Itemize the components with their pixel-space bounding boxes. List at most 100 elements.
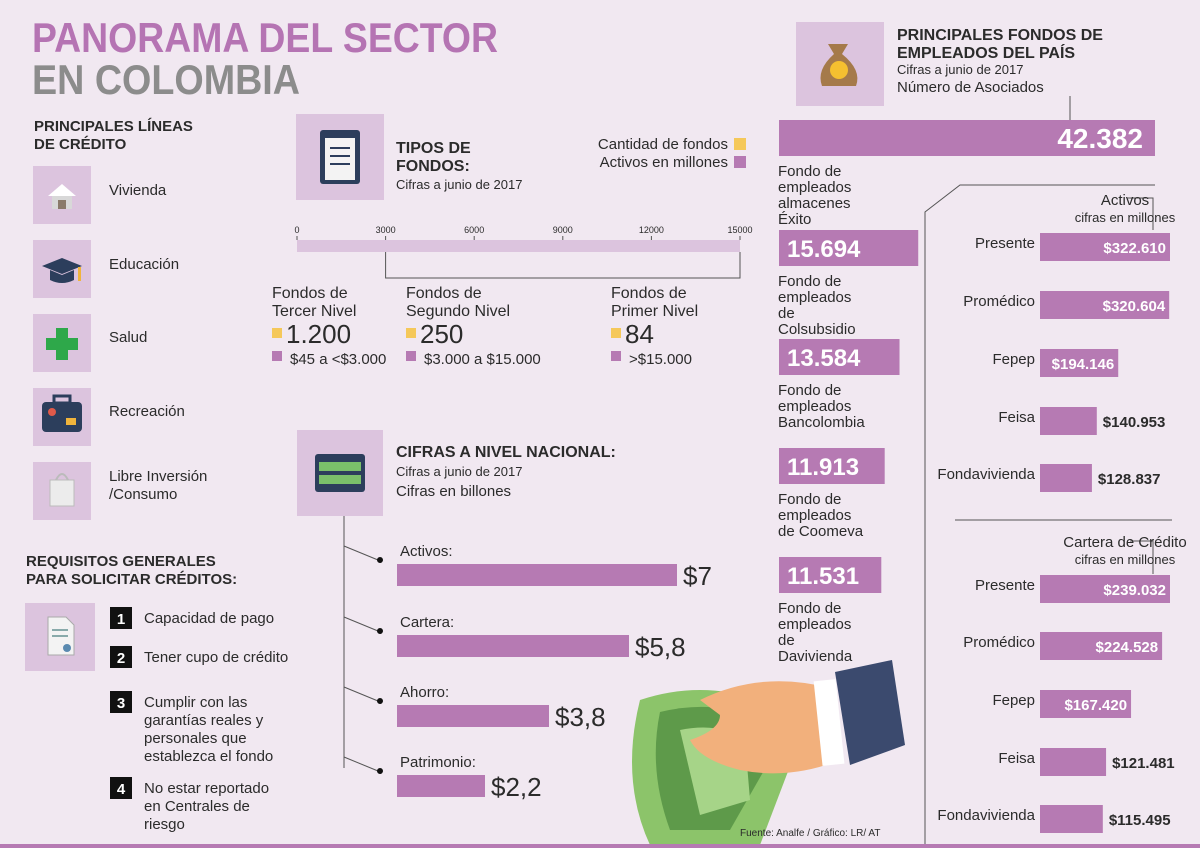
- credit-line-label: /Consumo: [109, 486, 177, 503]
- clipboard-icon: [325, 138, 355, 180]
- bar: [1040, 748, 1107, 776]
- subtitle: cifras en millones: [1075, 552, 1176, 567]
- row-label: Feisa: [998, 409, 1035, 426]
- section-title: FONDOS:: [396, 158, 470, 175]
- bar: [779, 339, 900, 375]
- number-box: [110, 777, 132, 799]
- connectors: [343, 96, 1172, 848]
- item-label: Patrimonio:: [400, 754, 476, 771]
- value-label: $320.604: [1103, 298, 1166, 315]
- credit-line-label: Salud: [109, 329, 147, 346]
- cuff: [813, 679, 845, 766]
- house-icon: [48, 184, 76, 196]
- section-title: PRINCIPALES LÍNEAS: [34, 118, 193, 135]
- bar: [1040, 632, 1163, 660]
- suitcase-icon: [48, 408, 56, 416]
- value-label: 42.382: [1057, 123, 1143, 154]
- count-swatch: [611, 328, 621, 338]
- x-tick-label: 6000: [464, 225, 484, 235]
- value-label: 13.584: [787, 345, 861, 372]
- suitcase-icon: [42, 402, 82, 432]
- source: Fuente: Analfe / Gráfico: LR/ AT: [740, 828, 880, 839]
- group-name: Fondos de: [406, 285, 482, 302]
- value-label: 11.913: [787, 454, 859, 481]
- fund-name: empleados: [778, 398, 851, 415]
- branch: [343, 545, 379, 561]
- cap-icon: [50, 270, 74, 283]
- x-tick-label: 3000: [376, 225, 396, 235]
- requirement-text: riesgo: [144, 816, 185, 833]
- connector: [1130, 540, 1154, 574]
- dot: [377, 628, 383, 634]
- subtitle: Cifras a junio de 2017: [396, 464, 522, 479]
- count: 1.200: [286, 319, 351, 349]
- requirement-text: No estar reportado: [144, 780, 269, 797]
- value-label: $115.495: [1109, 812, 1171, 829]
- branch: [343, 616, 379, 632]
- sleeve: [835, 660, 905, 765]
- icons: [25, 22, 884, 671]
- credit-line-label: Educación: [109, 256, 179, 273]
- range: >$15.000: [629, 351, 692, 368]
- group-name: Tercer Nivel: [272, 303, 356, 320]
- subtitle: cifras en millones: [1075, 210, 1176, 225]
- fund-name: de Coomeva: [778, 523, 864, 540]
- bar: [779, 120, 1155, 156]
- row-label: Presente: [975, 235, 1035, 252]
- group-name: Fondos de: [272, 285, 348, 302]
- fund-name: Fondo de: [778, 163, 841, 180]
- section-title: Cartera de Crédito: [1063, 534, 1186, 551]
- number: 3: [117, 695, 125, 712]
- bar: [779, 557, 882, 593]
- number-box: [110, 691, 132, 713]
- bar: [397, 705, 549, 727]
- value-label: $3,8: [555, 702, 606, 732]
- bar: [1040, 464, 1092, 492]
- x-tick-label: 0: [294, 225, 299, 235]
- requirement-text: establezca el fondo: [144, 748, 273, 765]
- document-icon: [63, 644, 71, 652]
- bar: [397, 564, 677, 586]
- cash-icon: [315, 454, 365, 492]
- requirement-text: Capacidad de pago: [144, 610, 274, 627]
- fund-name: empleados: [778, 179, 851, 196]
- bar: [1040, 690, 1132, 718]
- item-label: Activos:: [400, 543, 453, 560]
- item-label: Cartera:: [400, 614, 454, 631]
- cap-icon: [78, 267, 81, 281]
- credit-line-label: Vivienda: [109, 182, 167, 199]
- section-title: TIPOS DE: [396, 140, 471, 157]
- count: 84: [625, 319, 654, 349]
- x-tick-label: 15000: [727, 225, 752, 235]
- fund-name: de: [778, 632, 795, 649]
- fund-name: Fondo de: [778, 600, 841, 617]
- connector: [1128, 197, 1154, 230]
- fund-name: Fondo de: [778, 491, 841, 508]
- fund-name: Davivienda: [778, 648, 853, 665]
- requirement-text: personales que: [144, 730, 247, 747]
- divider: [924, 184, 1155, 848]
- bottom-border: [0, 844, 1200, 848]
- house-icon: [58, 200, 66, 209]
- fund-name: Fondo de: [778, 382, 841, 399]
- value-label: 15.694: [787, 236, 861, 263]
- dot: [377, 557, 383, 563]
- value-label: $194.146: [1052, 356, 1115, 373]
- section-title: Activos: [1101, 192, 1149, 209]
- group-name: Fondos de: [611, 285, 687, 302]
- bar: [779, 230, 919, 266]
- value-label: $128.837: [1098, 471, 1161, 488]
- value-label: 11.531: [787, 563, 859, 590]
- bar: [1040, 349, 1119, 377]
- value-label: $322.610: [1103, 240, 1166, 257]
- group-name: Primer Nivel: [611, 303, 698, 320]
- requirement-text: garantías reales y: [144, 712, 264, 729]
- row-label: Presente: [975, 577, 1035, 594]
- fund-name: de: [778, 305, 795, 322]
- branch: [343, 686, 379, 702]
- branch: [343, 756, 379, 772]
- section-title: DE CRÉDITO: [34, 136, 127, 153]
- credit-line-label: Libre Inversión: [109, 468, 207, 485]
- legend-label: Activos en millones: [600, 154, 728, 171]
